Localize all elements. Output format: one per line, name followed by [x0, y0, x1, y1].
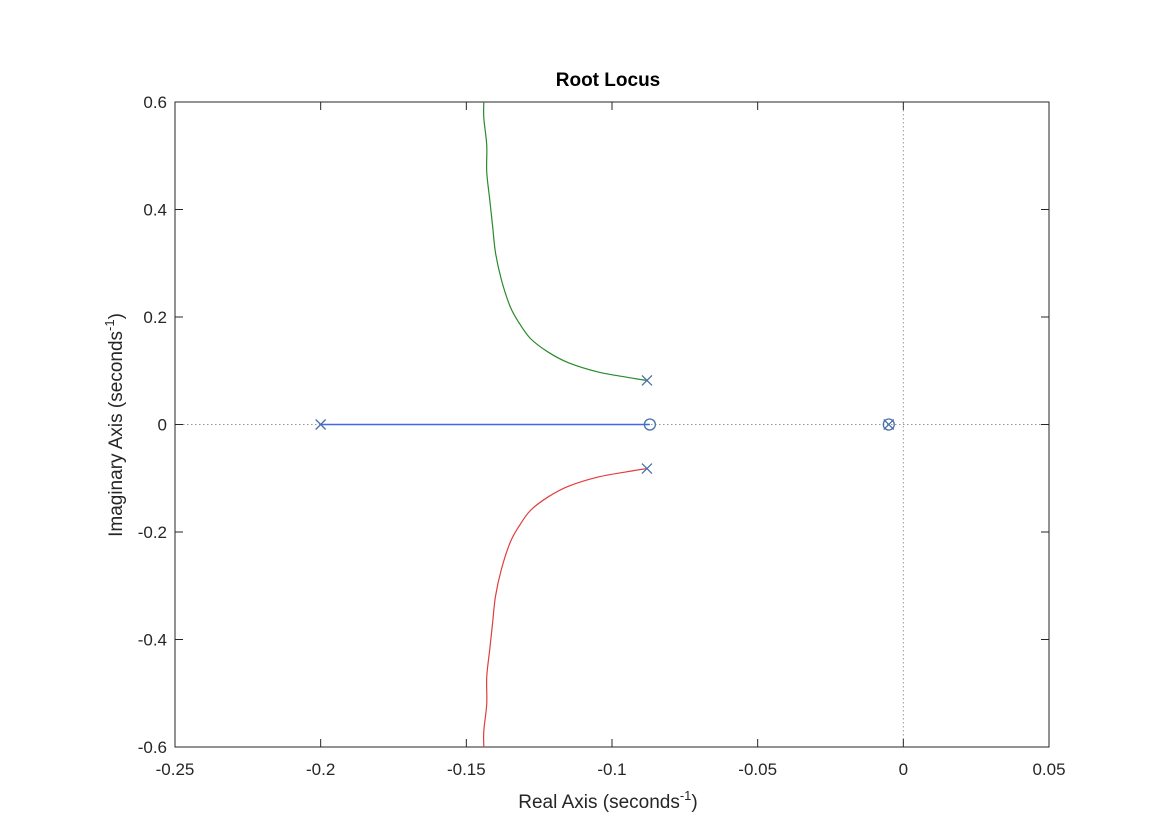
locus-branch-1: [482, 101, 648, 382]
y-tick-label: -0.2: [138, 523, 167, 542]
x-axis-label-main: Real Axis (seconds: [518, 792, 680, 813]
pole-marker: [641, 463, 653, 475]
x-axis-label: Real Axis (seconds-1): [518, 788, 697, 813]
x-tick-label: -0.15: [447, 760, 486, 779]
pole-marker: [641, 374, 653, 386]
y-axis-label-main: Imaginary Axis (seconds: [106, 331, 127, 537]
y-tick-label: 0: [158, 416, 167, 435]
x-axis-label-close: ): [691, 792, 697, 813]
chart-title: Root Locus: [556, 70, 661, 91]
pole-marker: [315, 419, 327, 430]
x-tick-label: 0: [899, 760, 908, 779]
y-tick-label: 0.6: [143, 93, 167, 112]
zero-marker: [882, 418, 895, 431]
y-tick-label: -0.4: [138, 631, 167, 650]
plot-area: -0.25 -0.2 -0.15 -0.1 -0.05 0 0.05 -0.6 -0.4 -0.2…: [138, 93, 1066, 779]
y-tick-label: 0.4: [143, 201, 167, 220]
zero-marker: [643, 418, 657, 431]
x-tick-label: -0.1: [597, 760, 626, 779]
x-tick-label: -0.05: [738, 760, 777, 779]
x-tick-label: -0.2: [306, 760, 335, 779]
y-axis-label: Imaginary Axis (seconds-1): [102, 313, 127, 537]
locus-branch-2: [482, 467, 648, 748]
x-axis-label-exponent: -1: [680, 788, 692, 803]
x-tick-label: -0.25: [156, 760, 195, 779]
pole-marker: [883, 419, 895, 430]
y-axis-label-exponent: -1: [102, 319, 117, 331]
y-tick-label: 0.2: [143, 308, 167, 327]
x-tick-label: 0.05: [1032, 760, 1065, 779]
y-tick-label: -0.6: [138, 738, 167, 757]
y-axis-label-close: ): [106, 313, 127, 319]
